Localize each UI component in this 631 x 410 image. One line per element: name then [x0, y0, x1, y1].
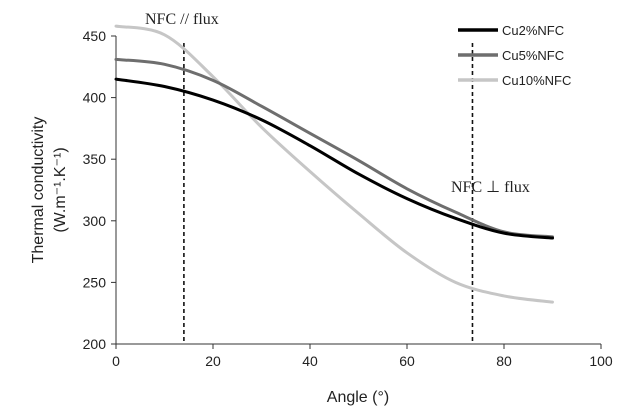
x-tick-label: 100: [589, 353, 613, 369]
legend: Cu2%NFC Cu5%NFC Cu10%NFC: [458, 23, 571, 88]
series-line-cu5pctnfc: [114, 57, 554, 239]
y-axis-title-line1: Thermal conductivity: [30, 117, 47, 264]
x-tick-label: 40: [302, 353, 318, 369]
x-axis-title: Angle (°): [327, 389, 389, 406]
y-tick-label: 450: [83, 28, 107, 44]
series-lines: [114, 24, 554, 304]
x-tick-label: 0: [112, 353, 120, 369]
y-axis-title-line2: (W.m⁻¹.K⁻¹): [52, 147, 69, 232]
x-tick-label: 20: [205, 353, 221, 369]
legend-label: Cu2%NFC: [502, 23, 564, 38]
axes: [115, 36, 601, 345]
series-line-cu10pctnfc: [114, 24, 554, 304]
annotation-perpendicular: NFC ⊥ flux: [451, 179, 530, 196]
legend-label: Cu10%NFC: [502, 73, 571, 88]
tick-group: 0 20 40 60 80 100 200 250 300 350 400 450: [83, 28, 613, 369]
y-tick-label: 200: [83, 336, 107, 352]
annotation-parallel: NFC // flux: [145, 11, 219, 28]
x-tick-label: 80: [496, 353, 512, 369]
y-tick-label: 350: [83, 151, 107, 167]
legend-label: Cu5%NFC: [502, 48, 564, 63]
series-line-cu2pctnfc: [114, 77, 554, 240]
reference-lines: [183, 43, 474, 344]
y-axis-title: Thermal conductivity (W.m⁻¹.K⁻¹): [30, 117, 69, 264]
y-tick-label: 300: [83, 213, 107, 229]
x-tick-label: 60: [399, 353, 415, 369]
y-tick-label: 250: [83, 274, 107, 290]
y-tick-label: 400: [83, 90, 107, 106]
